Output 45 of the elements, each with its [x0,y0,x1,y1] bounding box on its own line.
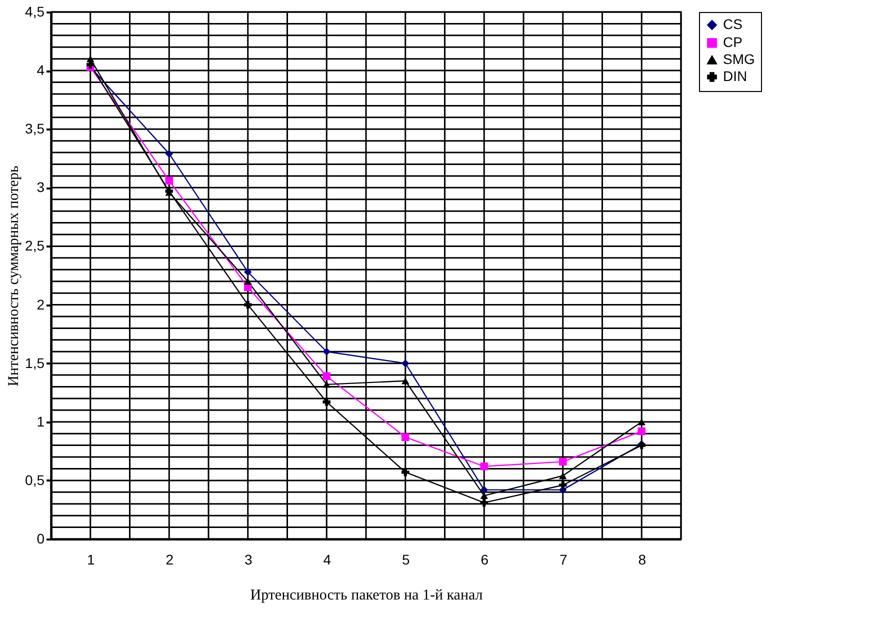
x-tick-label: 8 [638,552,646,568]
y-tick-label: 0 [36,530,45,546]
x-tick-label: 7 [559,552,568,568]
point [244,300,252,309]
legend-label: CS [723,16,742,32]
legend-label: SMG [723,51,755,67]
point [322,372,330,380]
y-tick-label: 1,5 [25,354,45,371]
y-tick-label: 3,5 [25,120,45,137]
point [402,359,410,368]
point [480,486,488,494]
legend-label: DIN [723,68,748,84]
point [244,268,252,276]
point [559,472,567,480]
y-tick-label: 0,5 [25,472,45,488]
point [480,462,488,470]
y-tick-label: 4 [36,62,45,78]
x-tick-label: 1 [86,552,95,568]
point [638,427,646,436]
x-tick-label: 5 [402,552,410,568]
y-tick-label: 4,5 [25,4,45,20]
point [402,378,410,384]
y-tick-label: 3 [36,179,45,196]
point [165,150,173,158]
y-tick-label: 2,5 [25,238,45,254]
point [244,278,252,285]
point [322,381,330,388]
point [480,492,488,500]
point [480,498,488,507]
legend-label: CP [723,34,742,50]
point [559,458,567,466]
x-tick-label: 3 [244,552,252,568]
y-axis-title: Интенсивность суммарных потерь [6,166,22,386]
point [402,433,410,441]
x-tick-label: 2 [166,552,174,568]
point [322,348,330,356]
x-axis-title: Иртенсивность пакетов на 1-й канал [250,588,484,604]
point [638,418,646,426]
point [322,398,330,406]
y-tick-label: 1 [36,413,45,430]
x-tick-label: 4 [323,552,332,568]
y-tick-label: 2 [36,296,45,312]
point [559,481,567,489]
x-tick-label: 6 [480,552,489,568]
point [165,176,173,185]
